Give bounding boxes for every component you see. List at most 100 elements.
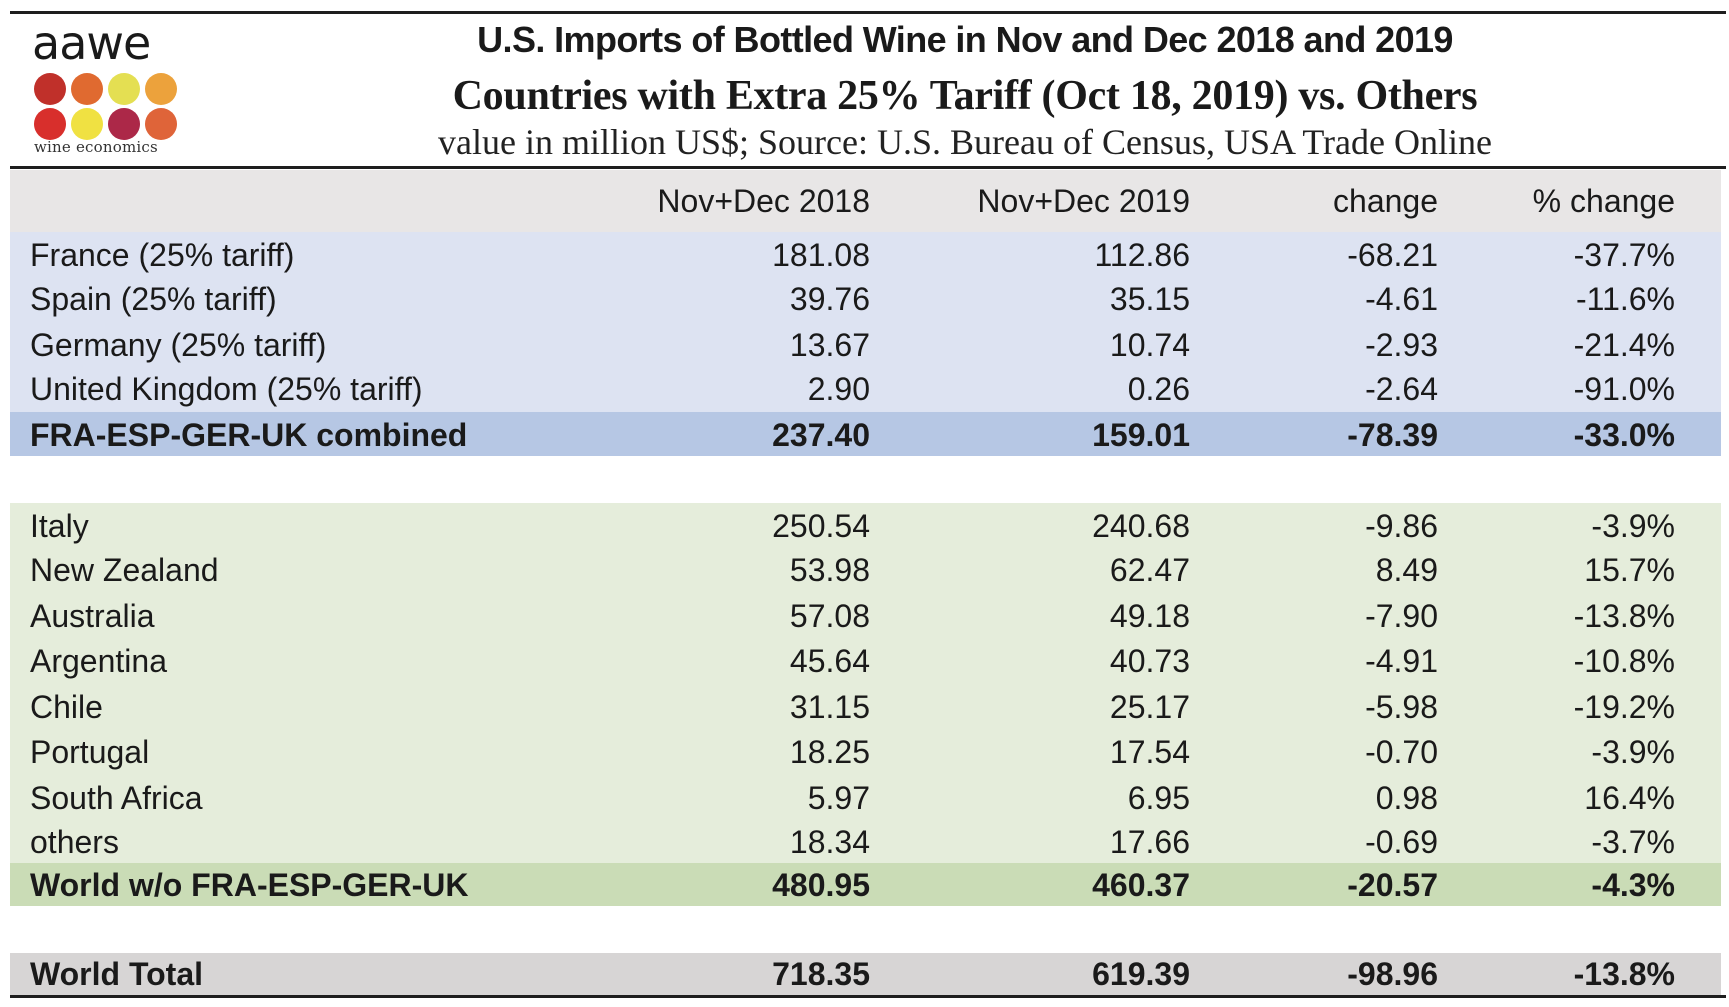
value-2019: 62.47 [1109, 552, 1190, 588]
row-label: World w/o FRA-ESP-GER-UK [30, 867, 469, 903]
value-pct-change: -33.0% [1573, 417, 1675, 453]
table-row: Australia 57.08 49.18 -7.90 -13.8% [0, 595, 1729, 637]
value-change: -78.39 [1347, 417, 1438, 453]
header-rule [10, 166, 1726, 169]
value-pct-change: -3.9% [1591, 734, 1675, 770]
value-pct-change: 15.7% [1584, 552, 1675, 588]
column-header-2018: Nov+Dec 2018 [657, 183, 870, 219]
value-pct-change: -4.3% [1591, 867, 1675, 903]
table-row: Germany (25% tariff) 13.67 10.74 -2.93 -… [0, 324, 1729, 366]
table-row: Chile 31.15 25.17 -5.98 -19.2% [0, 686, 1729, 728]
row-label: World Total [30, 956, 204, 992]
value-pct-change: -3.7% [1591, 824, 1675, 860]
value-pct-change: 16.4% [1584, 780, 1675, 816]
value-2018: 181.08 [772, 237, 870, 273]
value-2019: 0.26 [1127, 371, 1190, 407]
value-change: -7.90 [1365, 598, 1438, 634]
logo-dot [145, 73, 177, 105]
other-countries-band [10, 503, 1721, 864]
header-band [10, 170, 1721, 232]
logo-dots-icon [34, 73, 184, 140]
value-change: -0.69 [1365, 824, 1438, 860]
value-2018: 2.90 [807, 371, 870, 407]
value-pct-change: -91.0% [1573, 371, 1675, 407]
value-change: -20.57 [1347, 867, 1438, 903]
value-change: -9.86 [1365, 508, 1438, 544]
logo-dot [71, 73, 103, 105]
value-2019: 6.95 [1127, 780, 1190, 816]
value-2019: 159.01 [1092, 417, 1190, 453]
title-line-1: U.S. Imports of Bottled Wine in Nov and … [477, 19, 1453, 60]
country-name: others [30, 824, 119, 860]
value-change: -4.61 [1365, 281, 1438, 317]
table-row: New Zealand 53.98 62.47 8.49 15.7% [0, 549, 1729, 591]
world-total-band [10, 953, 1721, 995]
value-2019: 17.66 [1109, 824, 1190, 860]
logo-dot [108, 73, 140, 105]
table-row: others 18.34 17.66 -0.69 -3.7% [0, 821, 1729, 863]
column-header-pct-change: % change [1532, 183, 1675, 219]
country-name: Australia [30, 598, 155, 634]
value-change: -2.64 [1365, 371, 1438, 407]
title-line-2: Countries with Extra 25% Tariff (Oct 18,… [452, 73, 1478, 119]
value-2018: 57.08 [789, 598, 870, 634]
logo-dot [34, 108, 66, 140]
tariff-combined-band [10, 412, 1721, 456]
country-name: Germany (25% tariff) [30, 327, 327, 363]
value-2019: 619.39 [1092, 956, 1190, 992]
value-2018: 45.64 [789, 643, 870, 679]
value-pct-change: -19.2% [1573, 689, 1675, 725]
column-header-change: change [1333, 183, 1438, 219]
title-source-line: value in million US$; Source: U.S. Burea… [438, 122, 1492, 162]
table-row: France (25% tariff) 181.08 112.86 -68.21… [0, 234, 1729, 276]
value-2018: 18.34 [789, 824, 870, 860]
value-pct-change: -10.8% [1573, 643, 1675, 679]
value-pct-change: -37.7% [1573, 237, 1675, 273]
country-name: New Zealand [30, 552, 219, 588]
value-pct-change: -3.9% [1591, 508, 1675, 544]
logo-wordmark: aawe [32, 16, 151, 70]
value-change: -0.70 [1365, 734, 1438, 770]
value-pct-change: -21.4% [1573, 327, 1675, 363]
value-2018: 53.98 [789, 552, 870, 588]
country-name: Chile [30, 689, 103, 725]
country-name: Italy [30, 508, 89, 544]
logo-dot [108, 108, 140, 140]
country-name: South Africa [30, 780, 203, 816]
value-pct-change: -11.6% [1575, 281, 1675, 317]
value-2018: 250.54 [772, 508, 870, 544]
bottom-rule [10, 995, 1726, 998]
value-change: 0.98 [1375, 780, 1438, 816]
value-2018: 5.97 [807, 780, 870, 816]
value-change: -68.21 [1347, 237, 1438, 273]
table-row: South Africa 5.97 6.95 0.98 16.4% [0, 777, 1729, 819]
value-2019: 40.73 [1109, 643, 1190, 679]
country-name: Portugal [30, 734, 150, 770]
logo-tagline: wine economics [34, 138, 158, 156]
logo-dot [145, 108, 177, 140]
table-row: Spain (25% tariff) 39.76 35.15 -4.61 -11… [0, 278, 1729, 320]
value-2019: 112.86 [1094, 237, 1191, 273]
world-total-row: World Total 718.35 619.39 -98.96 -13.8% [0, 953, 1729, 995]
table-header-row: Nov+Dec 2018 Nov+Dec 2019 change % chang… [0, 180, 1729, 222]
value-pct-change: -13.8% [1573, 598, 1675, 634]
value-2018: 237.40 [772, 417, 870, 453]
value-2019: 17.54 [1109, 734, 1190, 770]
value-2019: 25.17 [1109, 689, 1190, 725]
value-2018: 31.15 [789, 689, 870, 725]
value-change: 8.49 [1375, 552, 1438, 588]
country-name: Argentina [30, 643, 167, 679]
aawe-logo: aawe wine economics [32, 20, 192, 160]
logo-dot [34, 73, 66, 105]
column-header-2019: Nov+Dec 2019 [977, 183, 1190, 219]
value-2019: 460.37 [1092, 867, 1190, 903]
value-2018: 480.95 [772, 867, 870, 903]
value-pct-change: -13.8% [1573, 956, 1675, 992]
value-2019: 240.68 [1092, 508, 1190, 544]
table-row: Italy 250.54 240.68 -9.86 -3.9% [0, 505, 1729, 547]
row-label: FRA-ESP-GER-UK combined [30, 417, 468, 453]
value-2018: 13.67 [789, 327, 870, 363]
value-change: -98.96 [1347, 956, 1438, 992]
country-name: France (25% tariff) [30, 237, 295, 273]
value-change: -2.93 [1365, 327, 1438, 363]
